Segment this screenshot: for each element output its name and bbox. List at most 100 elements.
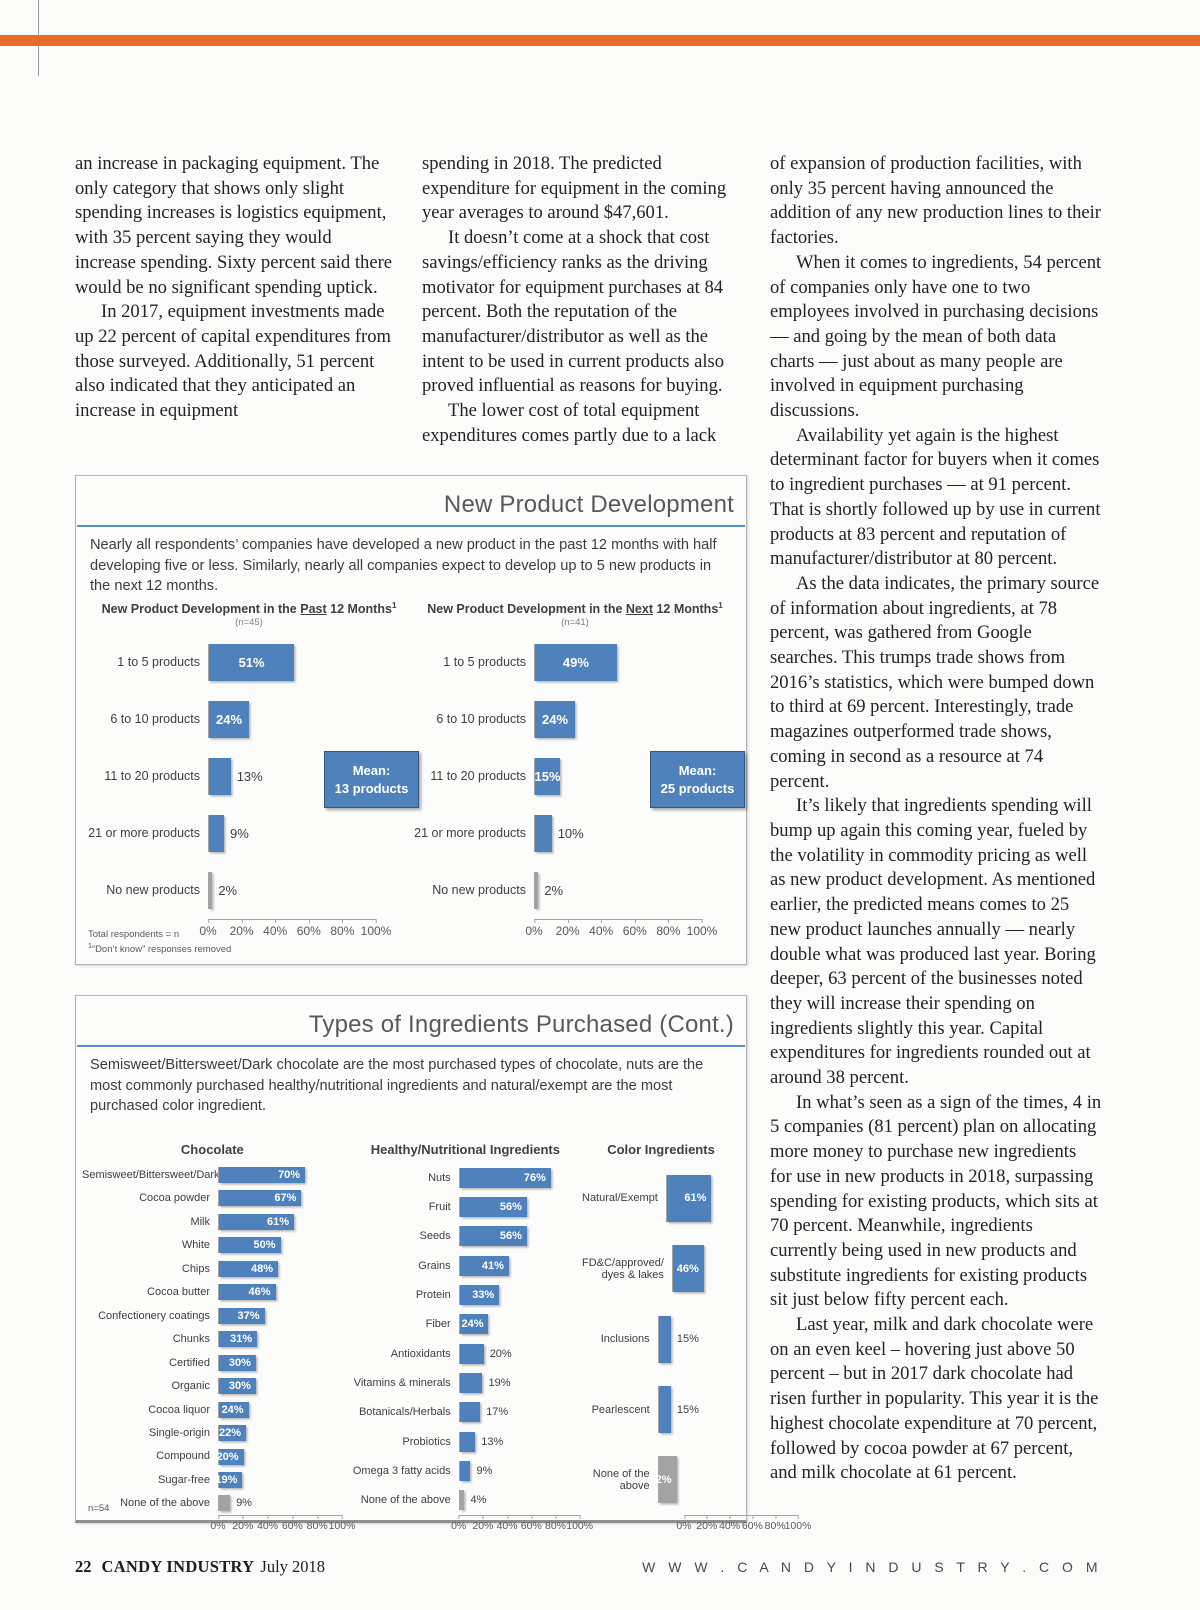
npd-box-subtitle: Nearly all respondents’ companies have d…: [90, 537, 717, 595]
bar-row: Omega 3 fatty acids 9%: [351, 1456, 580, 1485]
bar: 22%: [219, 1425, 247, 1442]
bar-row: Inclusions 15%: [582, 1304, 740, 1374]
bar-row: Single-origin 22%: [82, 1421, 343, 1444]
bar-row: Pearlescent 15%: [582, 1374, 740, 1444]
mean-callout: Mean: 13 products: [324, 751, 419, 809]
bar-track: 9%: [218, 1495, 342, 1512]
bar-track: 49%: [534, 644, 702, 682]
category-label: No new products: [106, 882, 200, 897]
category-label: Confectionery coatings: [98, 1309, 210, 1322]
title-rule: [77, 525, 745, 527]
bar: 76%: [459, 1167, 551, 1188]
x-tick-label: 80%: [306, 1515, 328, 1533]
ingredients-box-title: Types of Ingredients Purchased (Cont.): [308, 1011, 734, 1038]
category-label: 6 to 10 products: [436, 711, 526, 726]
bar-track: 2%: [208, 872, 376, 910]
x-tick-label: 40%: [589, 919, 614, 939]
bar: [219, 1495, 231, 1512]
value-label: 46%: [676, 1262, 699, 1275]
category-label: Inclusions: [600, 1333, 650, 1346]
bar: 46%: [672, 1245, 704, 1293]
bar-row: Cocoa powder 67%: [82, 1187, 343, 1210]
category-label: Omega 3 fatty acids: [352, 1465, 451, 1478]
bar: 24%: [535, 701, 576, 739]
page-footer: 22 CANDY INDUSTRY July 2018 W W W . C A N …: [75, 1557, 1102, 1577]
bar-track: 56%: [458, 1197, 580, 1218]
bar-track: 48%: [218, 1260, 342, 1277]
x-tick-label: 40%: [496, 1515, 518, 1533]
category-label: Protein: [415, 1289, 451, 1302]
paragraph: spending in 2018. The predicted expendit…: [422, 153, 727, 224]
bar-track: 61%: [665, 1174, 740, 1222]
category-label: Compound: [156, 1450, 210, 1463]
value-label: 9%: [230, 826, 249, 842]
value-label: 19%: [488, 1377, 511, 1390]
bar: 56%: [459, 1226, 527, 1247]
x-axis: 0% 20% 40% 60% 80% 100%: [210, 1515, 355, 1533]
bar-row: Chunks 31%: [82, 1327, 343, 1350]
value-label: 17%: [486, 1406, 509, 1419]
value-label: 30%: [228, 1380, 251, 1393]
bar-row: Chips 48%: [82, 1257, 343, 1280]
bar-row: Natural/Exempt 61%: [582, 1163, 740, 1233]
bar-row: Botanicals/Herbals 17%: [351, 1398, 580, 1427]
category-label: Natural/Exempt: [582, 1192, 658, 1205]
bar: [658, 1315, 671, 1363]
x-axis: 0% 20% 40% 60% 80% 100%: [676, 1515, 811, 1533]
bar-row: No new products 2%: [412, 862, 738, 919]
paragraph: In what’s seen as a sign of the times, 4…: [770, 1091, 1102, 1311]
bar-track: 10%: [534, 815, 702, 853]
title-text: New Product Development in the: [101, 602, 301, 617]
ingredients-footnote: n=54: [88, 1503, 110, 1514]
bar: 70%: [219, 1166, 306, 1183]
bar-row: 6 to 10 products 24%: [412, 691, 738, 748]
bar-row: Milk 61%: [82, 1210, 343, 1233]
magazine-name: CANDY INDUSTRY: [101, 1557, 255, 1576]
bar: 20%: [217, 1448, 244, 1465]
bar-track: 24%: [208, 701, 376, 739]
npd-charts-row: New Product Development in the Past 12 M…: [76, 597, 746, 939]
title-text: 12 Months: [652, 602, 719, 617]
bar-track: 24%: [458, 1314, 580, 1335]
value-label: 9%: [236, 1497, 252, 1510]
bar-row: Organic 30%: [82, 1374, 343, 1397]
bar-row: Probiotics 13%: [351, 1427, 580, 1456]
category-label: 6 to 10 products: [110, 711, 200, 726]
value-label: 13%: [481, 1435, 504, 1448]
bar: 51%: [209, 644, 295, 682]
category-label: 1 to 5 products: [117, 654, 200, 669]
bar-track: 46%: [218, 1284, 342, 1301]
bar-track: 41%: [458, 1255, 580, 1276]
category-label: 21 or more products: [88, 825, 200, 840]
value-label: 33%: [472, 1289, 495, 1302]
bar-track: 51%: [208, 644, 376, 682]
value-label: 70%: [278, 1168, 301, 1181]
x-tick-label: 60%: [741, 1515, 763, 1533]
value-label: 31%: [230, 1333, 253, 1346]
chart-title-healthy: Healthy/Nutritional Ingredients: [370, 1142, 560, 1158]
paragraph: The lower cost of total equipment expend…: [422, 400, 717, 446]
bar-row: None of the above 22%: [582, 1445, 740, 1515]
top-accent-bar: [0, 35, 1200, 46]
paragraph: Last year, milk and dark chocolate were …: [770, 1314, 1099, 1484]
chart-title-chocolate: Chocolate: [180, 1142, 244, 1158]
value-label: 13%: [236, 769, 263, 785]
bar: [459, 1373, 483, 1394]
category-label: Organic: [171, 1380, 210, 1393]
category-label: Seeds: [419, 1230, 451, 1243]
ingredients-chart-box: Types of Ingredients Purchased (Cont.) S…: [75, 995, 811, 1532]
bar-row: 21 or more products 10%: [412, 805, 738, 862]
paragraph: of expansion of production facilities, w…: [770, 153, 1102, 249]
bar-track: 37%: [218, 1307, 342, 1324]
bar-track: 15%: [534, 758, 702, 796]
bar-row: Vitamins & minerals 19%: [351, 1368, 580, 1397]
bar-row: Certified 30%: [82, 1351, 343, 1374]
x-tick-label: 100%: [360, 919, 392, 939]
value-label: 24%: [461, 1318, 484, 1331]
bar: 49%: [535, 644, 617, 682]
value-label: 9%: [476, 1465, 493, 1478]
paragraph: As the data indicates, the primary sourc…: [770, 572, 1100, 792]
category-label: Grains: [418, 1259, 451, 1272]
chart-title-next: New Product Development in the Next 12 M…: [412, 601, 738, 616]
